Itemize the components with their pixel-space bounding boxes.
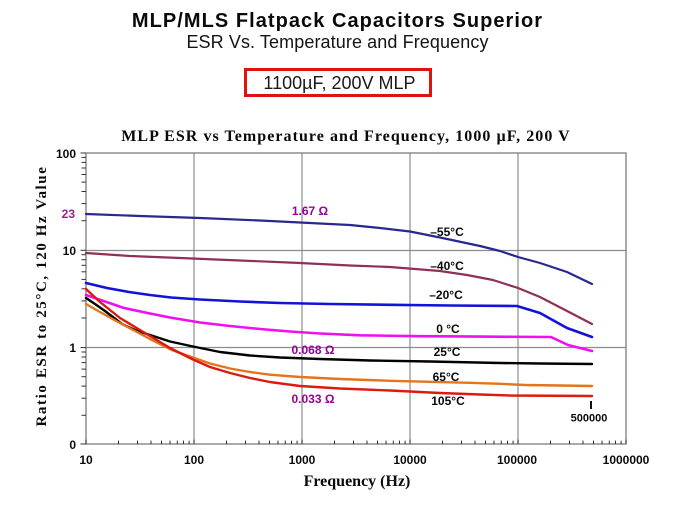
svg-text:10: 10: [79, 453, 93, 467]
svg-text:1.67 Ω: 1.67 Ω: [292, 204, 329, 218]
svg-text:–40°C: –40°C: [430, 259, 464, 273]
svg-text:100: 100: [56, 147, 76, 161]
svg-text:100000: 100000: [497, 453, 537, 467]
svg-text:100: 100: [184, 453, 204, 467]
svg-text:–20°C: –20°C: [429, 288, 463, 302]
svg-text:1000000: 1000000: [603, 453, 650, 467]
svg-text:0.033 Ω: 0.033 Ω: [292, 392, 335, 406]
svg-text:1: 1: [69, 341, 76, 355]
svg-text:65°C: 65°C: [433, 370, 460, 384]
svg-text:0: 0: [69, 438, 76, 452]
svg-text:500000: 500000: [571, 413, 608, 425]
svg-text:–55°C: –55°C: [430, 225, 464, 239]
svg-text:105°C: 105°C: [431, 394, 465, 408]
svg-text:Frequency (Hz): Frequency (Hz): [304, 473, 411, 490]
svg-text:23: 23: [62, 207, 76, 221]
svg-text:MLP ESR vs Temperature and Fre: MLP ESR vs Temperature and Frequency, 10…: [121, 128, 571, 145]
svg-text:0 °C: 0 °C: [436, 322, 460, 336]
svg-text:25°C: 25°C: [434, 345, 461, 359]
svg-text:10: 10: [63, 244, 77, 258]
svg-text:0.068 Ω: 0.068 Ω: [292, 343, 335, 357]
svg-text:Ratio ESR to 25°C, 120 Hz Valu: Ratio ESR to 25°C, 120 Hz Value: [34, 165, 50, 426]
svg-text:1000: 1000: [289, 453, 316, 467]
svg-text:10000: 10000: [393, 453, 427, 467]
